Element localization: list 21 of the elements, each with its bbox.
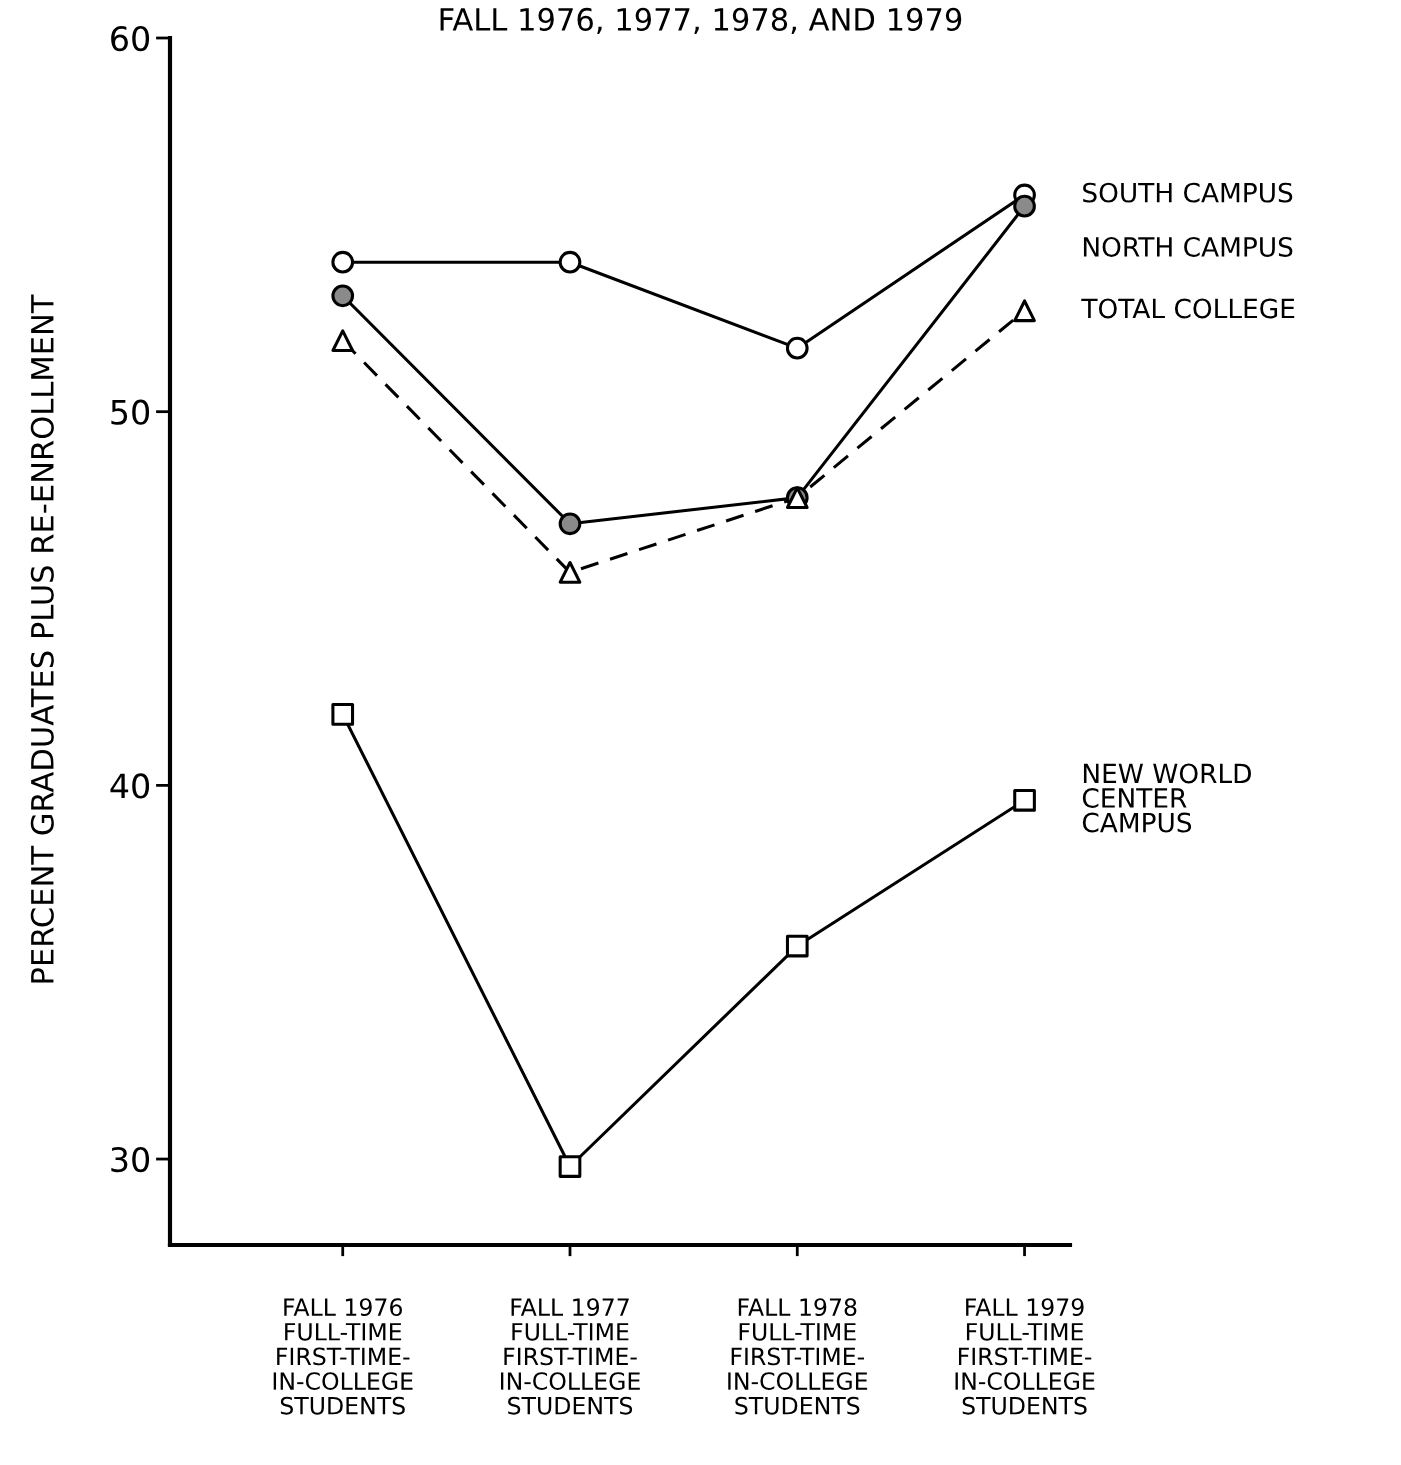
point (1013, 299, 1036, 323)
point (1013, 788, 1036, 812)
chart-title: FALL 1976, 1977, 1978, AND 1979 (440, 7, 962, 35)
y-tick-label: 60 (111, 25, 150, 52)
text: NORTH CAMPUS (1083, 236, 1293, 257)
point (785, 934, 809, 958)
series-label: TOTAL COLLEGE (1081, 298, 1295, 319)
x-tick-label: FALL 1977 FULL-TIME FIRST-TIME- IN-COLLEGE STUDENTS (500, 1298, 640, 1415)
y-axis-title: PERCENT GRADUATES PLUS RE-ENROLLMENT (30, 294, 54, 983)
y-tick-label: 50 (111, 399, 150, 425)
y-tick-label: 40 (110, 773, 150, 799)
x-tick-label: FALL 1979 FULL-TIME FIRST-TIME- IN-COLLEGE STUDENTS (955, 1298, 1095, 1415)
x-tick-label: FALL 1976 FULL-TIME FIRST-TIME- IN-COLLEGE STUDENTS (273, 1298, 413, 1415)
point (331, 329, 355, 353)
series-label: SOUTH CAMPUS (1083, 182, 1293, 203)
series-label: NEW WORLD CENTER CAMPUS (1082, 763, 1251, 833)
y-tick-label: 30 (111, 1146, 150, 1173)
point (558, 561, 582, 584)
point (331, 703, 355, 726)
point (558, 1155, 582, 1178)
x-tick-label: FALL 1978 FULL-TIME FIRST-TIME- IN-COLLEGE STUDENTS (728, 1298, 868, 1415)
